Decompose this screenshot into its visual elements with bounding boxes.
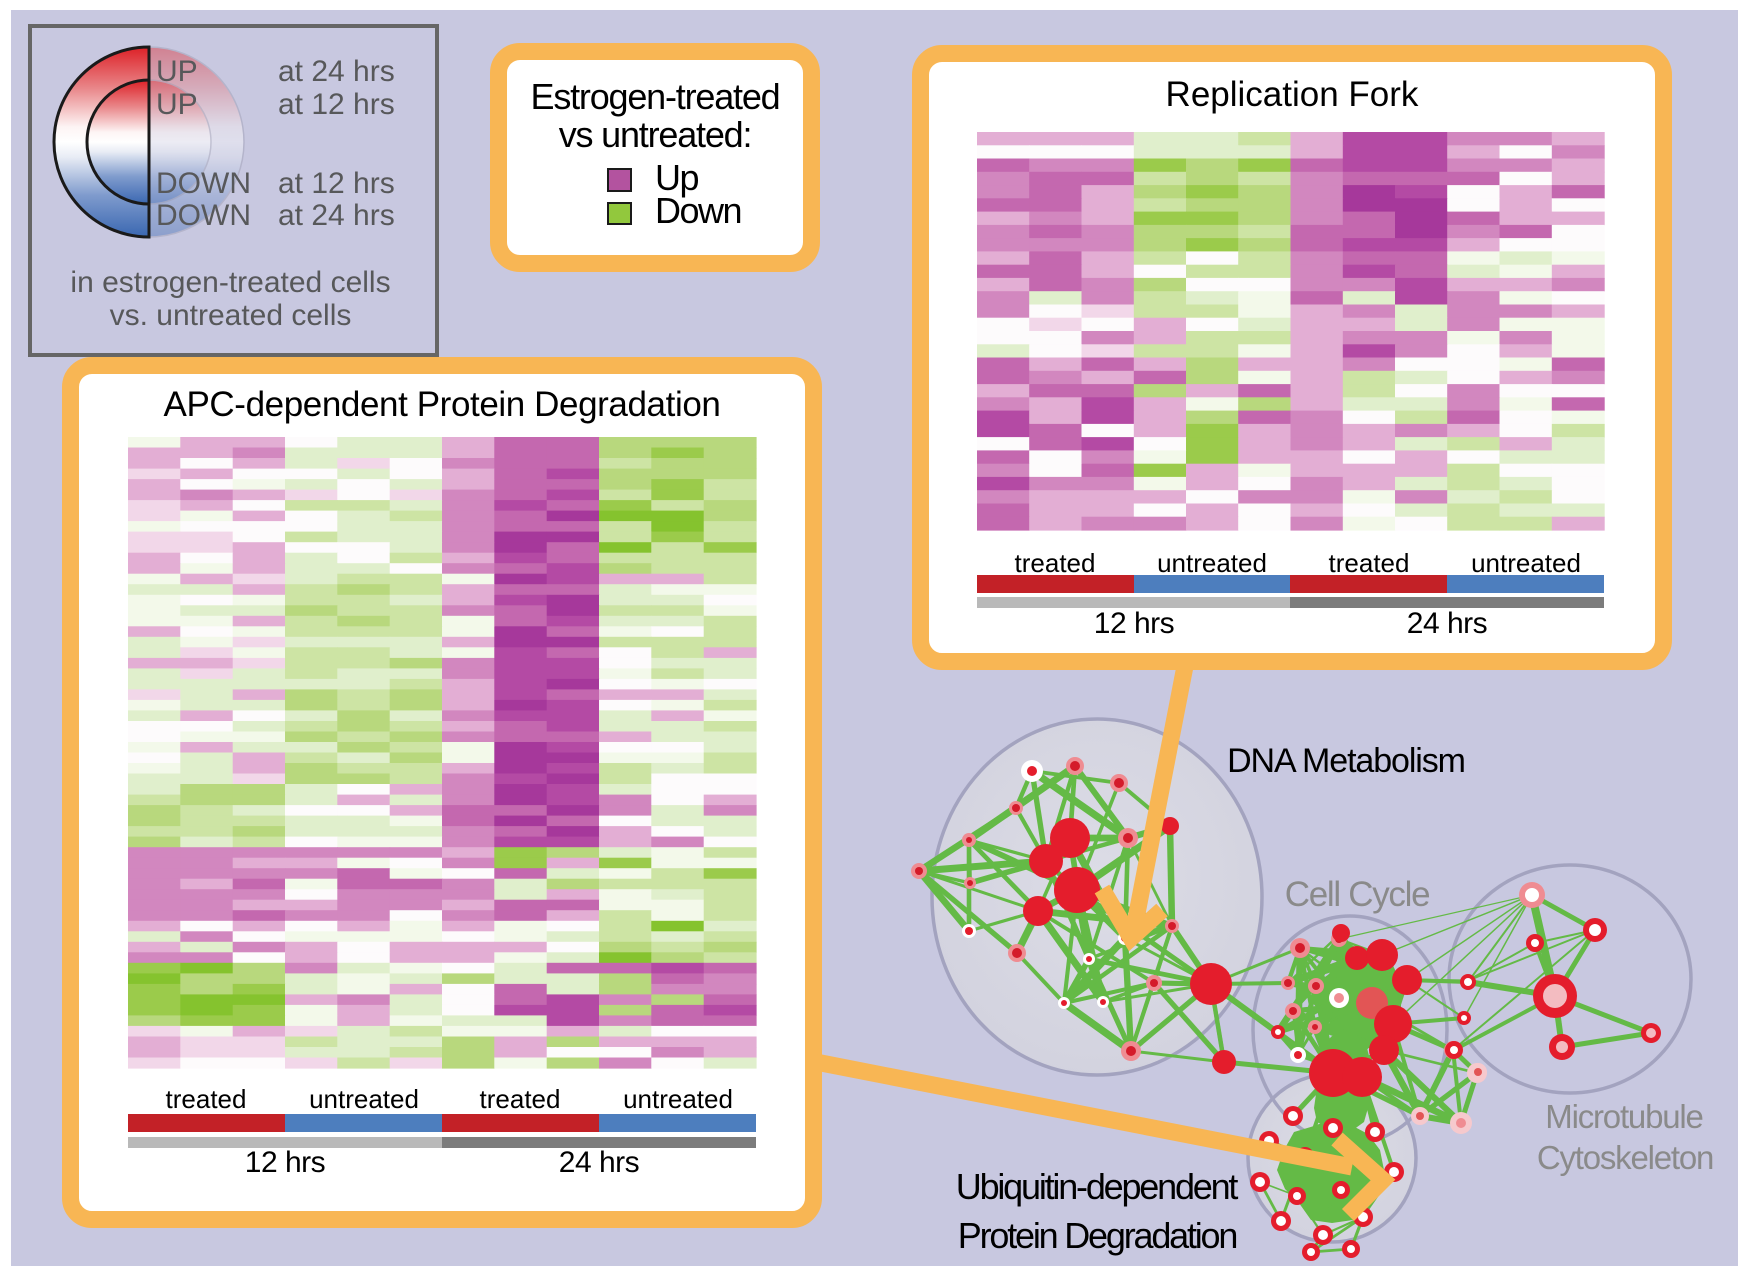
svg-text:Microtubule: Microtubule (1545, 1098, 1702, 1135)
svg-text:DNA Metabolism: DNA Metabolism (1227, 742, 1465, 780)
svg-text:Cytoskeleton: Cytoskeleton (1537, 1139, 1713, 1176)
svg-text:Ubiquitin-dependent: Ubiquitin-dependent (956, 1166, 1239, 1207)
svg-text:Cell Cycle: Cell Cycle (1285, 875, 1430, 914)
svg-text:Protein Degradation: Protein Degradation (958, 1215, 1237, 1256)
